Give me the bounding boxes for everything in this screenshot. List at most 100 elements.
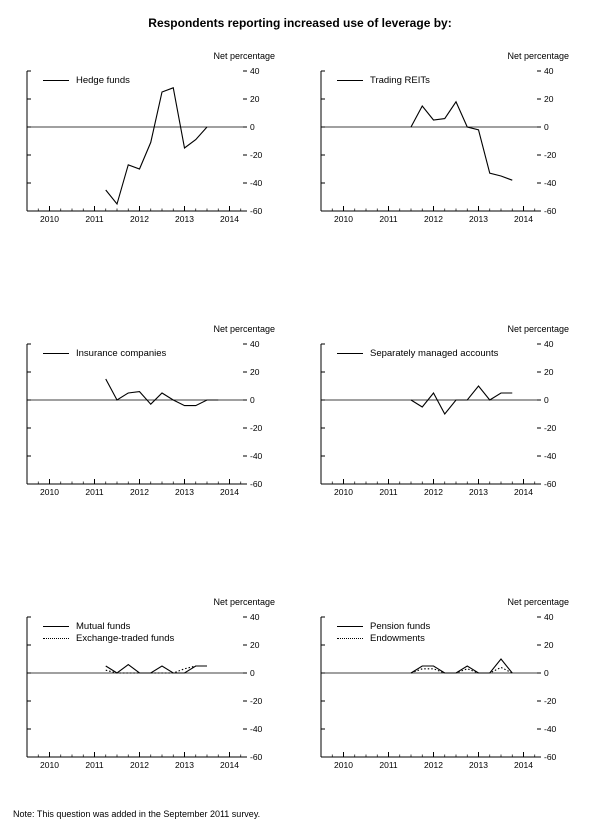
svg-text:-60: -60 [544, 206, 557, 216]
svg-text:0: 0 [250, 122, 255, 132]
legend-label: Insurance companies [76, 347, 167, 359]
svg-text:20: 20 [544, 640, 554, 650]
legend-line-sample-solid [337, 79, 363, 81]
legend-line-sample-solid [43, 352, 69, 354]
svg-text:2014: 2014 [514, 487, 533, 497]
y-axis-title: Net percentage [213, 597, 275, 607]
footnote: Note: This question was added in the Sep… [13, 809, 261, 819]
svg-text:-20: -20 [250, 423, 263, 433]
legend-label: Pension funds [370, 620, 431, 632]
svg-text:2012: 2012 [130, 487, 149, 497]
svg-text:-40: -40 [250, 451, 263, 461]
legend-line-sample-solid [43, 79, 69, 81]
legend: Mutual funds Exchange-traded funds [43, 620, 174, 644]
svg-text:2014: 2014 [514, 760, 533, 770]
y-axis-title: Net percentage [507, 597, 569, 607]
svg-text:2013: 2013 [469, 214, 488, 224]
svg-text:40: 40 [250, 612, 260, 622]
legend-row: Separately managed accounts [337, 347, 498, 359]
legend-label: Endowments [370, 632, 425, 644]
svg-text:0: 0 [250, 395, 255, 405]
svg-text:2014: 2014 [220, 760, 239, 770]
line-chart-trading-reits: 40 20 0 -20 -40 -60 2010 2011 2012 2013 2014 [320, 66, 557, 224]
legend-row: Endowments [337, 632, 430, 644]
svg-text:2014: 2014 [220, 214, 239, 224]
svg-text:2011: 2011 [85, 487, 104, 497]
svg-text:2010: 2010 [334, 214, 353, 224]
svg-text:-40: -40 [250, 178, 263, 188]
legend-line-sample-dotted [43, 637, 69, 639]
legend-row: Exchange-traded funds [43, 632, 174, 644]
legend-row: Insurance companies [43, 347, 166, 359]
legend-row: Mutual funds [43, 620, 174, 632]
svg-text:-60: -60 [250, 206, 263, 216]
svg-text:2010: 2010 [334, 760, 353, 770]
svg-text:2012: 2012 [130, 760, 149, 770]
legend-line-sample-solid [43, 625, 69, 627]
page-title: Respondents reporting increased use of l… [148, 16, 452, 30]
svg-text:-60: -60 [250, 479, 263, 489]
legend: Insurance companies [43, 347, 166, 359]
svg-text:40: 40 [250, 339, 260, 349]
svg-text:2010: 2010 [40, 214, 59, 224]
svg-text:0: 0 [544, 122, 549, 132]
svg-text:2012: 2012 [424, 487, 443, 497]
svg-text:-20: -20 [250, 696, 263, 706]
line-chart-mutual-funds-etfs: 40 20 0 -20 -40 -60 2010 2011 2012 2013 2014 [26, 612, 263, 770]
svg-text:2011: 2011 [379, 760, 398, 770]
svg-text:20: 20 [250, 640, 260, 650]
svg-text:20: 20 [544, 367, 554, 377]
svg-text:-20: -20 [544, 696, 557, 706]
svg-text:-20: -20 [544, 150, 557, 160]
svg-text:2013: 2013 [175, 487, 194, 497]
line-chart-hedge-funds: 40 20 0 -20 -40 -60 2010 2011 2012 2013 2014 [26, 66, 263, 224]
svg-text:-60: -60 [544, 752, 557, 762]
svg-text:40: 40 [544, 612, 554, 622]
legend-label: Trading REITs [370, 74, 430, 86]
legend: Hedge funds [43, 74, 130, 86]
svg-text:2012: 2012 [424, 214, 443, 224]
svg-text:-60: -60 [544, 479, 557, 489]
legend-label: Exchange-traded funds [76, 632, 175, 644]
svg-text:2014: 2014 [220, 487, 239, 497]
svg-text:-40: -40 [250, 724, 263, 734]
svg-text:2012: 2012 [424, 760, 443, 770]
svg-text:-40: -40 [544, 451, 557, 461]
chart-panel-hedge-funds: Net percentage 40 20 0 -20 -40 -60 2010 2011 201… [13, 50, 293, 235]
y-axis-title: Net percentage [507, 51, 569, 61]
legend-line-sample-solid [337, 352, 363, 354]
legend-row: Pension funds [337, 620, 430, 632]
svg-text:40: 40 [544, 66, 554, 76]
svg-text:2013: 2013 [175, 760, 194, 770]
legend-line-sample-dotted [337, 637, 363, 639]
legend-label: Mutual funds [76, 620, 131, 632]
svg-text:2011: 2011 [85, 214, 104, 224]
legend-label: Separately managed accounts [370, 347, 499, 359]
line-chart-separately-managed-accounts: 40 20 0 -20 -40 -60 2010 2011 2012 2013 2014 [320, 339, 557, 497]
svg-text:2013: 2013 [175, 214, 194, 224]
svg-text:20: 20 [544, 94, 554, 104]
legend-label: Hedge funds [76, 74, 130, 86]
svg-text:40: 40 [250, 66, 260, 76]
svg-text:-20: -20 [250, 150, 263, 160]
legend-row: Hedge funds [43, 74, 130, 86]
line-chart-insurance-companies: 40 20 0 -20 -40 -60 2010 2011 2012 2013 2014 [26, 339, 263, 497]
svg-text:-20: -20 [544, 423, 557, 433]
svg-text:20: 20 [250, 94, 260, 104]
svg-text:2012: 2012 [130, 214, 149, 224]
chart-panel-pension-funds-endowments: Net percentage 40 20 0 -20 -40 -60 2010 2011 201… [307, 596, 587, 781]
legend: Separately managed accounts [337, 347, 498, 359]
svg-text:2010: 2010 [40, 487, 59, 497]
svg-text:2010: 2010 [40, 760, 59, 770]
legend-row: Trading REITs [337, 74, 430, 86]
svg-text:-40: -40 [544, 724, 557, 734]
svg-text:2011: 2011 [379, 214, 398, 224]
svg-text:0: 0 [544, 395, 549, 405]
line-chart-pension-funds-endowments: 40 20 0 -20 -40 -60 2010 2011 2012 2013 2014 [320, 612, 557, 770]
chart-grid: Net percentage 40 20 0 -20 -40 -60 2010 2011 201… [13, 50, 587, 781]
y-axis-title: Net percentage [507, 324, 569, 334]
chart-panel-separately-managed-accounts: Net percentage 40 20 0 -20 -40 -60 2010 2011 201… [307, 323, 587, 508]
legend-line-sample-solid [337, 625, 363, 627]
svg-text:40: 40 [544, 339, 554, 349]
